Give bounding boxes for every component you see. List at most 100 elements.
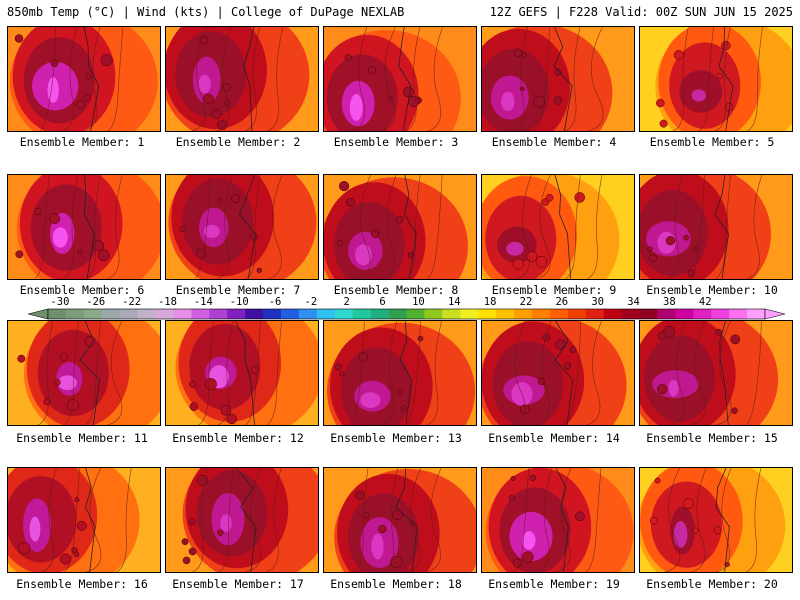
colorbar-bin: [657, 309, 676, 319]
ensemble-member-map: [481, 26, 635, 132]
colorbar-bin: [388, 309, 407, 319]
colorbar-bin: [675, 309, 694, 319]
colorbar-bin: [119, 309, 138, 319]
colorbar-bin: [567, 309, 587, 319]
colorbar-bin: [209, 309, 228, 319]
colorbar-bin: [334, 309, 354, 319]
temperature-colorbar: [28, 308, 785, 320]
ensemble-member-map: [323, 320, 477, 426]
colorbar-tick-label: -26: [86, 296, 106, 308]
colorbar-tick-label: 22: [519, 296, 533, 308]
ensemble-member-map: [165, 174, 319, 280]
colorbar-tick-label: -30: [50, 296, 70, 308]
ensemble-member-label: Ensemble Member: 9: [491, 283, 617, 297]
ensemble-member-label: Ensemble Member: 5: [649, 135, 775, 149]
ensemble-member-label: Ensemble Member: 7: [175, 283, 301, 297]
ensemble-member-map: [323, 467, 477, 573]
map-title: 850mb Temp (°C) | Wind (kts) | College o…: [7, 5, 405, 19]
ensemble-member-label: Ensemble Member: 20: [646, 577, 778, 591]
ensemble-member-map: [639, 174, 793, 280]
ensemble-member-map: [165, 26, 319, 132]
ensemble-member-label: Ensemble Member: 14: [488, 431, 620, 445]
ensemble-member-label: Ensemble Member: 15: [646, 431, 778, 445]
colorbar-bin: [370, 309, 389, 319]
colorbar-bin: [747, 309, 766, 319]
colorbar-bin: [711, 309, 730, 319]
colorbar-bin: [155, 309, 174, 319]
colorbar-tick-label: 34: [627, 296, 640, 308]
ensemble-member-label: Ensemble Member: 4: [491, 135, 617, 149]
ensemble-member-label: Ensemble Member: 12: [172, 431, 304, 445]
colorbar-bin: [424, 309, 443, 319]
ensemble-member-label: Ensemble Member: 18: [330, 577, 462, 591]
colorbar-bin: [406, 309, 425, 319]
ensemble-member-label: Ensemble Member: 19: [488, 577, 620, 591]
ensemble-member-label: Ensemble Member: 8: [333, 283, 459, 297]
colorbar-bin: [478, 309, 497, 319]
colorbar-bin: [281, 309, 300, 319]
colorbar-bin: [729, 309, 748, 319]
colorbar-tick-label: 42: [698, 296, 712, 308]
ensemble-member-map: [7, 320, 161, 426]
colorbar-bin: [442, 309, 461, 319]
colorbar-tick-label: 2: [343, 296, 350, 308]
colorbar-tick-label: -2: [304, 296, 318, 308]
colorbar-bin: [48, 309, 67, 319]
colorbar-tick-label: -18: [157, 296, 177, 308]
colorbar-bin: [496, 309, 515, 319]
colorbar-bin: [227, 309, 246, 319]
colorbar-bin: [83, 309, 103, 319]
run-valid-time: 12Z GEFS | F228 Valid: 00Z SUN JUN 15 20…: [489, 5, 793, 19]
colorbar-bin: [639, 309, 658, 319]
colorbar-tick-label: -6: [268, 296, 282, 308]
ensemble-member-map: [165, 320, 319, 426]
colorbar-bin: [245, 309, 264, 319]
colorbar-tick-label: -22: [122, 296, 142, 308]
colorbar-bin: [460, 309, 479, 319]
colorbar-bin: [263, 309, 282, 319]
ensemble-member-map: [7, 26, 161, 132]
ensemble-member-label: Ensemble Member: 11: [16, 431, 148, 445]
ensemble-member-map: [323, 174, 477, 280]
ensemble-member-map: [7, 467, 161, 573]
colorbar-bin: [531, 309, 551, 319]
colorbar-tick-label: 10: [412, 296, 425, 308]
ensemble-member-map: [7, 174, 161, 280]
ensemble-member-label: Ensemble Member: 13: [330, 431, 462, 445]
colorbar-bin: [191, 309, 210, 319]
ensemble-member-label: Ensemble Member: 17: [172, 577, 304, 591]
ensemble-member-label: Ensemble Member: 6: [19, 283, 145, 297]
ensemble-member-map: [481, 174, 635, 280]
colorbar-bin: [173, 309, 192, 319]
colorbar-tick-label: 18: [483, 296, 497, 308]
colorbar-bin: [298, 309, 318, 319]
colorbar-tick-label: -14: [193, 296, 213, 308]
ensemble-member-map: [481, 467, 635, 573]
colorbar-bin: [603, 309, 622, 319]
ensemble-member-map: [639, 467, 793, 573]
colorbar-bin: [316, 309, 336, 319]
ensemble-member-label: Ensemble Member: 2: [175, 135, 301, 149]
colorbar-bin: [585, 309, 604, 319]
ensemble-member-map: [639, 26, 793, 132]
colorbar-tick-label: 38: [663, 296, 676, 308]
colorbar-bin: [549, 309, 569, 319]
colorbar-bin: [352, 309, 371, 319]
colorbar-tick-label: 14: [447, 296, 461, 308]
ensemble-member-label: Ensemble Member: 10: [646, 283, 778, 297]
ensemble-member-label: Ensemble Member: 1: [19, 135, 145, 149]
colorbar-bin: [514, 309, 533, 319]
ensemble-member-label: Ensemble Member: 16: [16, 577, 148, 591]
ensemble-member-label: Ensemble Member: 3: [333, 135, 459, 149]
colorbar-tick-label: 26: [555, 296, 569, 308]
colorbar-tick-label: -10: [229, 296, 249, 308]
ensemble-member-map: [481, 320, 635, 426]
ensemble-member-map: [323, 26, 477, 132]
colorbar-tick-label: 6: [379, 296, 386, 308]
ensemble-member-map: [639, 320, 793, 426]
ensemble-member-map: [165, 467, 319, 573]
colorbar-bin: [693, 309, 712, 319]
colorbar-tick-label: 30: [591, 296, 604, 308]
colorbar-bin: [101, 309, 120, 319]
colorbar-bin: [65, 309, 85, 319]
